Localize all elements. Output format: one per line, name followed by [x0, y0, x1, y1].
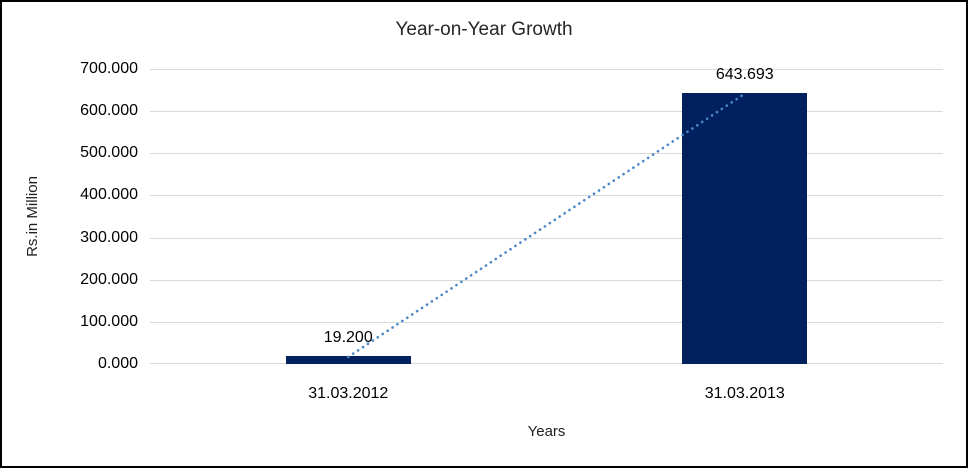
y-axis-tick-labels: 700.000 600.000 500.000 400.000 300.000 200.0… [2, 60, 138, 372]
bar-31.03.2012 [285, 355, 411, 364]
y-tick-label: 100.000 [80, 313, 138, 330]
x-axis-title: Years [527, 423, 566, 440]
data-label: 19.200 [323, 328, 373, 346]
y-tick-label: 200.000 [80, 271, 138, 288]
x-axis-tick-labels: 31.03.2012 31.03.2013 [150, 385, 943, 405]
axis-baseline [150, 363, 943, 364]
y-tick-label: 400.000 [80, 186, 138, 203]
y-tick-label: 0.000 [97, 355, 138, 372]
trendline [346, 92, 747, 359]
y-tick-label: 500.000 [80, 144, 138, 161]
plot-area: 19.200 643.693 [150, 65, 943, 364]
gridline [150, 69, 943, 70]
y-tick-label: 700.000 [80, 60, 138, 77]
gridline [150, 153, 943, 154]
chart-title: Year-on-Year Growth [395, 19, 573, 40]
x-tick-label: 31.03.2012 [308, 385, 389, 402]
gridline [150, 238, 943, 239]
bar-31.03.2013 [682, 92, 808, 364]
gridline [150, 111, 943, 112]
gridline [150, 280, 943, 281]
data-label: 643.693 [715, 65, 774, 83]
gridline [150, 195, 943, 196]
x-tick-label: 31.03.2013 [704, 385, 785, 402]
y-tick-label: 600.000 [80, 102, 138, 119]
y-tick-label: 300.000 [80, 229, 138, 246]
gridline [150, 322, 943, 323]
